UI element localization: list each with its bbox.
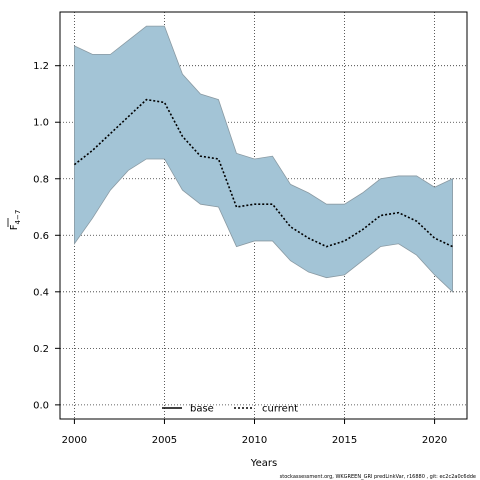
series-line-current <box>73 98 453 248</box>
svg-text:F4−7: F4−7 <box>9 210 22 231</box>
legend: base current <box>162 404 298 415</box>
y-axis: 0.0 0.2 0.4 0.6 0.8 1.0 1.2 <box>33 61 60 411</box>
y-axis-title-subscript: 4−7 <box>14 210 22 225</box>
x-tick-label: 2010 <box>242 435 267 446</box>
credit-text: stockassessment.org, WKGREEN_GRI predLin… <box>280 474 476 480</box>
y-axis-title: F4−7 <box>7 210 22 231</box>
y-tick-label: 1.2 <box>33 61 49 72</box>
y-tick-label: 1.0 <box>33 118 49 129</box>
plot-frame <box>59 11 468 420</box>
y-axis-title-main: F <box>9 224 20 230</box>
legend-label-current: current <box>262 404 298 415</box>
y-tick-label: 0.8 <box>33 174 49 185</box>
x-tick-label: 2005 <box>152 435 177 446</box>
y-tick-label: 0.4 <box>33 287 49 298</box>
y-tick-label: 0.6 <box>33 231 49 242</box>
x-axis-title: Years <box>250 458 277 469</box>
legend-label-base: base <box>190 404 214 415</box>
x-tick-label: 2000 <box>62 435 87 446</box>
x-tick-label: 2015 <box>332 435 357 446</box>
x-tick-label: 2020 <box>422 435 447 446</box>
y-tick-label: 0.2 <box>33 344 49 355</box>
confidence-band <box>74 25 453 293</box>
x-axis: 2000 2005 2010 2015 2020 <box>62 419 447 446</box>
y-tick-label: 0.0 <box>33 400 49 411</box>
